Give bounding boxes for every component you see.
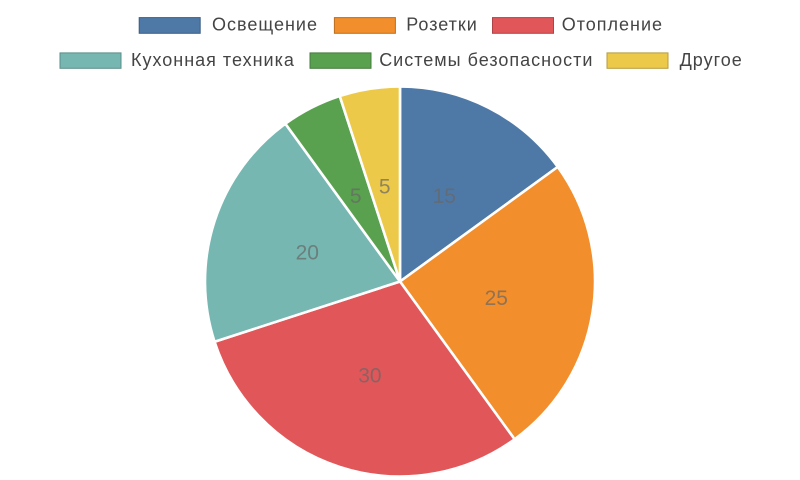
svg-text:20: 20: [296, 242, 319, 265]
svg-text:30: 30: [358, 364, 381, 387]
svg-text:Розетки: Розетки: [406, 15, 478, 35]
svg-text:15: 15: [433, 185, 456, 208]
svg-text:Кухонная техника: Кухонная техника: [131, 50, 295, 70]
svg-text:5: 5: [350, 185, 362, 208]
svg-text:Освещение: Освещение: [212, 15, 318, 35]
svg-text:Другое: Другое: [680, 50, 743, 70]
svg-text:Системы безопасности: Системы безопасности: [379, 50, 593, 70]
svg-text:25: 25: [485, 287, 508, 310]
svg-text:5: 5: [379, 175, 391, 198]
svg-text:Отопление: Отопление: [562, 15, 663, 35]
